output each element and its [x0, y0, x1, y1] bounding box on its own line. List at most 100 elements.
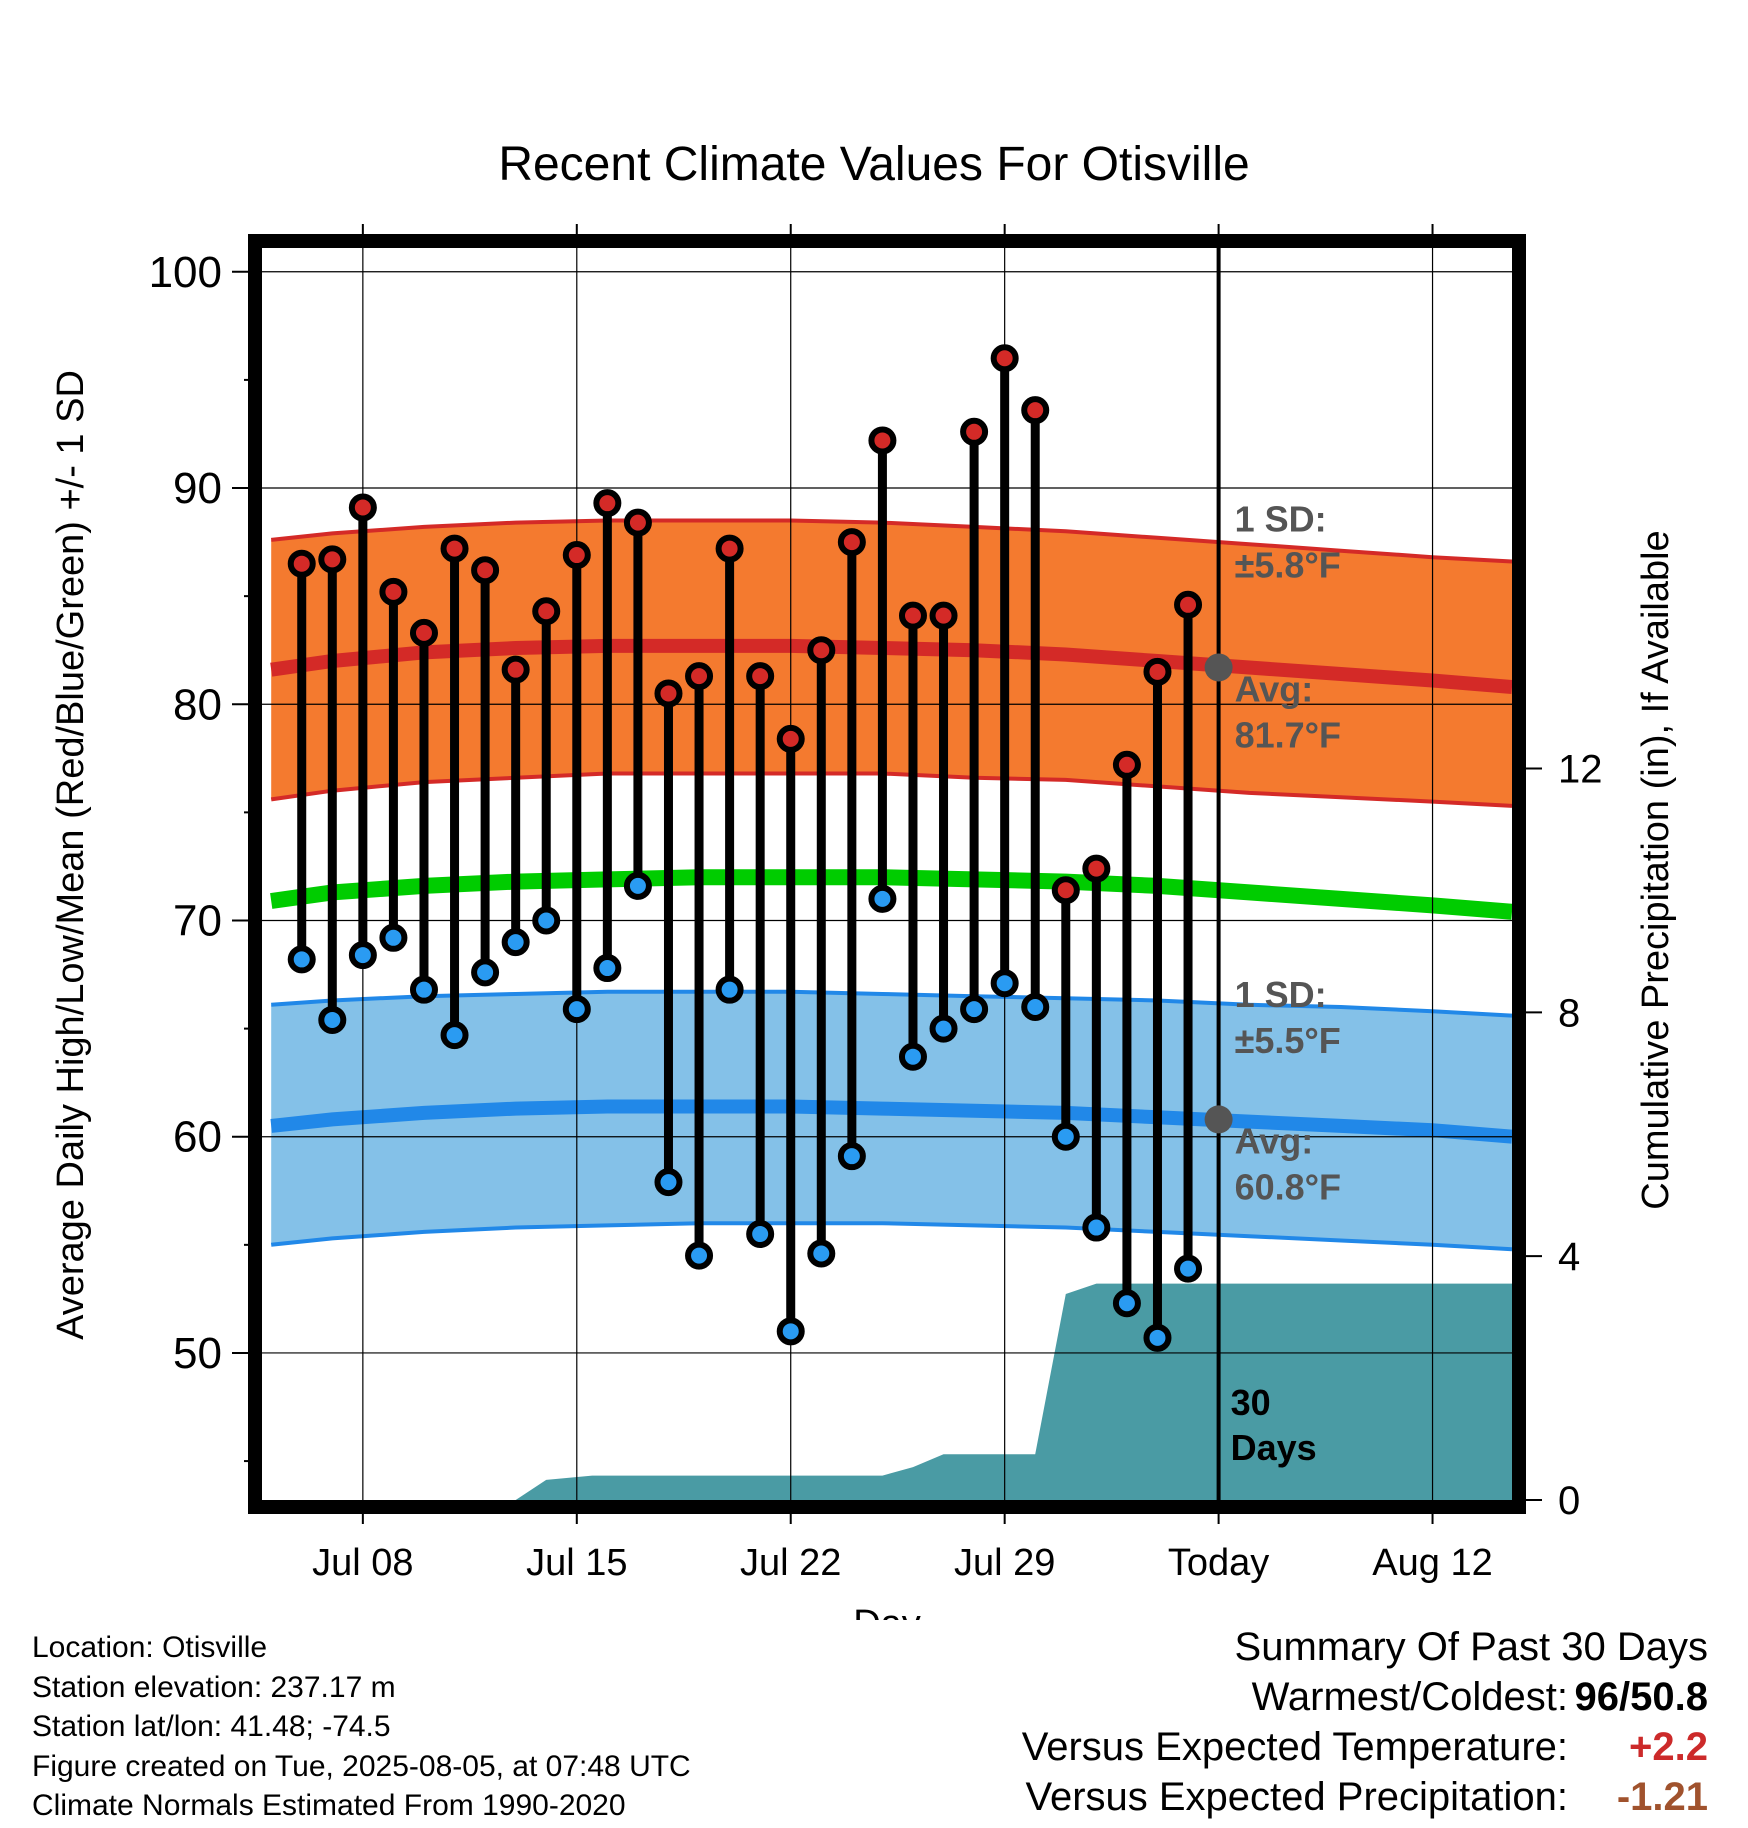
- daily-low-point: [715, 975, 744, 1004]
- x-axis-title: Day: [853, 1603, 921, 1620]
- high-sd-band: [271, 520, 1512, 806]
- daily-high-point: [837, 528, 866, 557]
- daily-high-point: [929, 601, 958, 630]
- summary-title: Summary Of Past 30 Days: [1234, 1625, 1708, 1669]
- daily-low-point: [593, 954, 622, 983]
- high-avg-point: [1204, 653, 1233, 682]
- y-tick-label: 90: [173, 464, 222, 513]
- x-tick-label: Jul 29: [954, 1542, 1055, 1584]
- daily-high-point: [1143, 657, 1172, 686]
- daily-low-point: [1174, 1254, 1203, 1283]
- y-tick-label: 60: [173, 1113, 222, 1162]
- location-text: Location: Otisville: [32, 1631, 268, 1664]
- y-tick-label: 50: [173, 1329, 222, 1378]
- daily-high-point: [471, 556, 500, 585]
- daily-high-point: [685, 662, 714, 691]
- daily-high-point: [746, 662, 775, 691]
- latlon-text: Station lat/lon: 41.48; -74.5: [32, 1710, 391, 1743]
- daily-high-point: [990, 344, 1019, 373]
- precip-departure-value: -1.21: [1616, 1775, 1708, 1819]
- precip-departure-row: Versus Expected Precipitation: -1.21: [808, 1772, 1708, 1822]
- daily-low-point: [501, 928, 530, 957]
- daily-low-point: [868, 884, 897, 913]
- x-tick-label: Today: [1168, 1542, 1269, 1584]
- plot-frame: [248, 234, 1526, 1514]
- daily-high-point: [1082, 854, 1111, 883]
- y2-tick-label: 12: [1558, 748, 1603, 792]
- low-avg-value: 60.8°F: [1235, 1166, 1341, 1207]
- low-sd-lower-line: [270, 1221, 1512, 1252]
- warmest-value: 96: [1574, 1675, 1620, 1719]
- precip-departure-label: Versus Expected Precipitation:: [1025, 1775, 1568, 1819]
- low-sd-value: ±5.5°F: [1235, 1020, 1341, 1061]
- daily-high-point: [1174, 590, 1203, 619]
- daily-high-point: [1051, 876, 1080, 905]
- daily-low-point: [685, 1241, 714, 1270]
- y-tick-label: 100: [149, 248, 222, 297]
- daily-low-point: [471, 958, 500, 987]
- daily-low-point: [960, 995, 989, 1024]
- days-text-label: Days: [1231, 1427, 1317, 1468]
- station-info: Location: Otisville Station elevation: 2…: [32, 1628, 691, 1826]
- low-sd-label: 1 SD:: [1235, 974, 1327, 1015]
- climate-chart: Recent Climate Values For Otisville 1 SD…: [50, 138, 1677, 1620]
- daily-high-point: [348, 493, 377, 522]
- plot-area: [262, 248, 1512, 1500]
- low-avg-label: Avg:: [1235, 1120, 1314, 1161]
- daily-high-point: [532, 597, 561, 626]
- daily-low-point: [929, 1014, 958, 1043]
- warmest-coldest-label: Warmest/Coldest:: [1251, 1675, 1568, 1719]
- daily-high-point: [807, 636, 836, 665]
- created-text: Figure created on Tue, 2025-08-05, at 07…: [32, 1749, 691, 1783]
- y2-tick-label: 8: [1558, 991, 1580, 1035]
- coldest-value: /50.8: [1619, 1675, 1708, 1719]
- daily-high-point: [776, 724, 805, 753]
- precipitation-area: [262, 1283, 1512, 1500]
- daily-high-point: [379, 577, 408, 606]
- low-sd-band: [271, 991, 1512, 1250]
- daily-low-point: [1112, 1289, 1141, 1318]
- daily-high-point: [409, 618, 438, 647]
- y-axis-title: Average Daily High/Low/Mean (Red/Blue/Gr…: [50, 370, 92, 1340]
- elevation-text: Station elevation: 237.17 m: [32, 1670, 396, 1704]
- high-sd-label: 1 SD:: [1235, 498, 1327, 539]
- low-normal-line: [270, 1099, 1512, 1144]
- warmest-coldest-row: Warmest/Coldest: 96/50.8: [808, 1672, 1708, 1722]
- daily-high-point: [1021, 396, 1050, 425]
- y2-axis-title: Cumulative Precipitation (in), If Availa…: [1635, 530, 1677, 1209]
- daily-low-point: [746, 1220, 775, 1249]
- daily-low-point: [654, 1168, 683, 1197]
- daily-low-point: [532, 906, 561, 935]
- summary-title-row: Summary Of Past 30 Days: [808, 1622, 1708, 1672]
- y2-tick-label: 0: [1558, 1479, 1580, 1523]
- daily-high-point: [318, 545, 347, 574]
- daily-low-point: [1082, 1213, 1111, 1242]
- high-sd-value: ±5.8°F: [1235, 544, 1341, 585]
- warmest-coldest-value: 96/50.8: [1575, 1672, 1708, 1722]
- daily-low-point: [562, 995, 591, 1024]
- daily-low-point: [409, 975, 438, 1004]
- daily-low-point: [440, 1021, 469, 1050]
- x-tick-label: Jul 15: [526, 1542, 627, 1584]
- daily-high-point: [654, 679, 683, 708]
- daily-low-point: [898, 1042, 927, 1071]
- y2-tick-label: 4: [1558, 1235, 1580, 1279]
- x-tick-label: Aug 12: [1372, 1542, 1492, 1584]
- y-tick-label: 70: [173, 896, 222, 945]
- daily-high-point: [287, 549, 316, 578]
- daily-low-point: [837, 1142, 866, 1171]
- daily-low-point: [1021, 992, 1050, 1021]
- days-count-label: 30: [1231, 1382, 1271, 1423]
- daily-high-point: [501, 655, 530, 684]
- daily-low-point: [379, 923, 408, 952]
- temp-departure-value: +2.2: [1629, 1725, 1708, 1769]
- daily-low-point: [348, 941, 377, 970]
- daily-high-point: [440, 534, 469, 563]
- low-avg-point: [1204, 1105, 1233, 1134]
- summary-panel: Summary Of Past 30 Days Warmest/Coldest:…: [808, 1622, 1708, 1822]
- daily-low-point: [1051, 1122, 1080, 1151]
- temp-departure-row: Versus Expected Temperature: +2.2: [808, 1722, 1708, 1772]
- daily-low-point: [807, 1239, 836, 1268]
- daily-low-point: [318, 1005, 347, 1034]
- daily-high-point: [715, 534, 744, 563]
